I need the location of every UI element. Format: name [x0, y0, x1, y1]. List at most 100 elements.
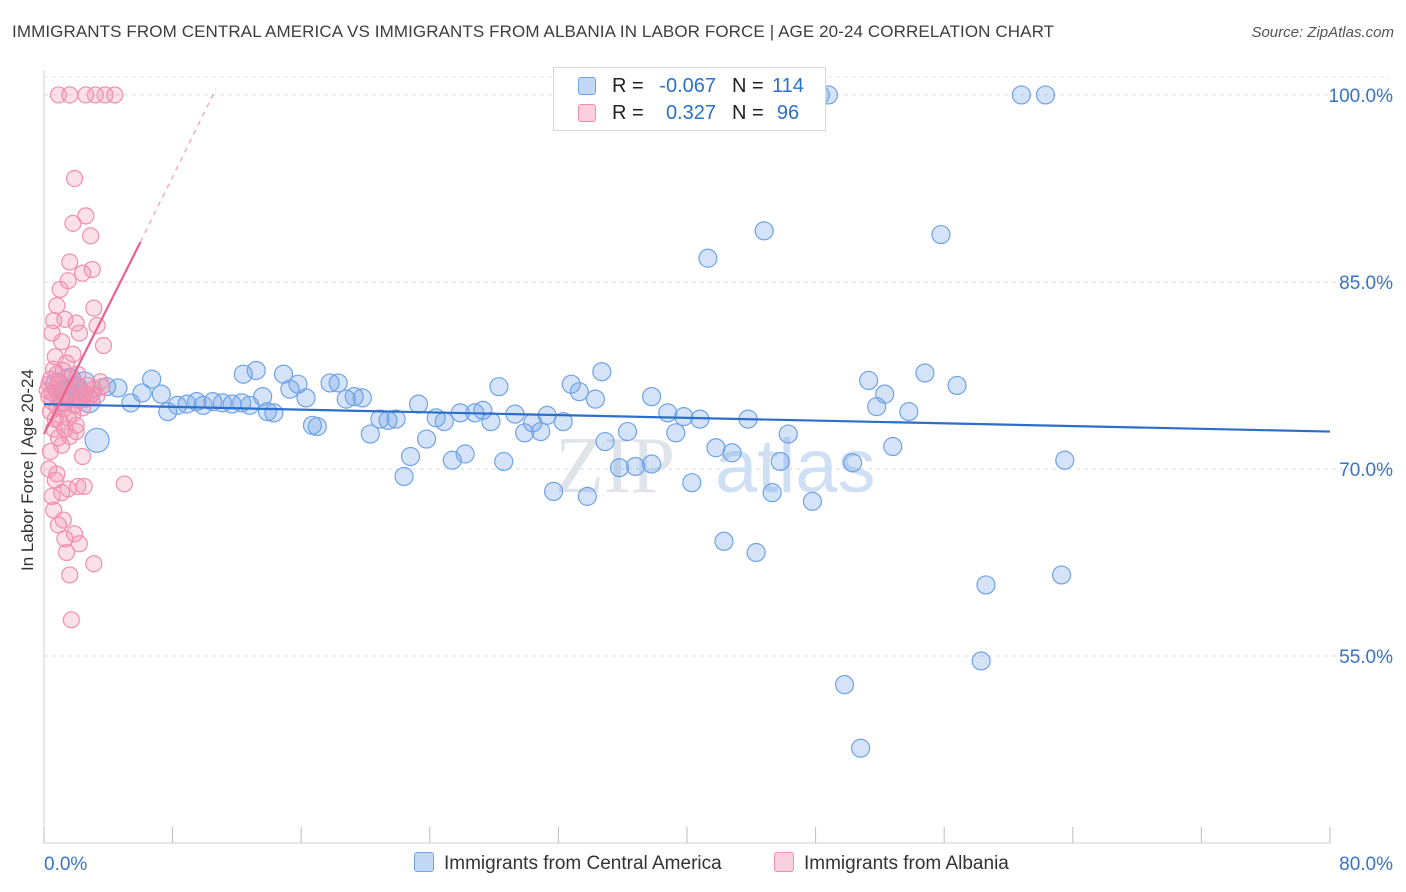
point-albania	[93, 378, 111, 396]
point-central-america	[531, 421, 551, 442]
point-central-america	[976, 575, 996, 595]
series-central-america	[45, 85, 1075, 758]
point-central-america	[108, 378, 128, 398]
point-albania	[75, 477, 93, 496]
point-central-america	[233, 364, 253, 384]
point-albania	[70, 535, 88, 553]
point-albania	[57, 543, 76, 562]
point-central-america	[386, 409, 406, 429]
x-tick-label: 0.0%	[44, 854, 87, 875]
point-albania	[43, 324, 61, 342]
point-albania	[61, 86, 79, 104]
stats-box: R = -0.067 N = 114 R = 0.327 N = 96	[553, 67, 826, 131]
stats-r-value: 0.327	[665, 102, 716, 124]
point-central-america	[746, 542, 766, 563]
point-albania	[64, 214, 82, 232]
point-albania	[73, 447, 92, 466]
point-central-america	[851, 738, 871, 758]
legend-swatch-albania	[774, 852, 794, 872]
point-central-america	[682, 473, 702, 493]
legend-item-central-america[interactable]: Immigrants from Central America	[414, 852, 722, 875]
point-central-america	[658, 403, 678, 423]
point-central-america	[344, 387, 364, 407]
trend-lines	[43, 88, 1331, 435]
point-central-america	[193, 395, 213, 415]
point-central-america	[778, 424, 798, 444]
point-central-america	[553, 411, 573, 432]
point-albania	[64, 345, 82, 363]
tick-labels: 55.0% 70.0% 85.0% 100.0% 0.0% 80.0%	[44, 86, 1393, 875]
point-central-america	[408, 394, 429, 414]
point-central-america	[1055, 450, 1075, 470]
point-albania	[61, 566, 79, 584]
trend-line-central-america	[43, 403, 1331, 433]
axes	[43, 70, 1331, 844]
point-albania	[83, 260, 101, 279]
point-central-america	[592, 362, 612, 382]
point-central-america	[494, 451, 514, 472]
point-central-america	[543, 481, 564, 502]
stats-row-albania: R = 0.327 N = 96	[554, 99, 825, 127]
stats-r-label: R =	[612, 75, 644, 97]
point-central-america	[577, 486, 597, 506]
legend-label-albania: Immigrants from Albania	[804, 853, 1009, 874]
point-central-america	[609, 458, 630, 478]
point-central-america	[706, 438, 726, 458]
point-central-america	[1011, 85, 1031, 105]
point-albania	[88, 316, 106, 335]
point-albania	[65, 169, 84, 188]
point-central-america	[569, 382, 589, 402]
point-central-america	[617, 421, 638, 442]
point-albania	[115, 475, 133, 493]
point-albania	[46, 471, 64, 489]
point-central-america	[561, 374, 581, 394]
legend-item-albania[interactable]: Immigrants from Albania	[774, 852, 1009, 875]
point-central-america	[931, 224, 951, 245]
trend-line-albania	[43, 241, 142, 435]
point-albania	[94, 336, 113, 355]
point-albania	[59, 272, 77, 290]
point-albania	[49, 516, 68, 534]
point-albania	[69, 477, 87, 496]
point-central-america	[666, 423, 686, 443]
point-central-america	[394, 466, 414, 487]
point-central-america	[132, 383, 152, 403]
point-central-america	[770, 451, 790, 472]
point-central-america	[515, 423, 535, 443]
point-albania	[106, 86, 124, 104]
trend-line-albania-extension	[139, 88, 217, 243]
watermark-atlas: atlas	[715, 424, 876, 509]
point-central-america	[84, 427, 110, 453]
point-central-america	[307, 416, 327, 437]
point-albania	[70, 324, 88, 342]
point-central-america	[167, 395, 188, 415]
point-central-america	[642, 454, 662, 474]
point-albania	[67, 416, 85, 434]
stats-n-label: N =	[732, 75, 764, 97]
point-central-america	[151, 384, 171, 404]
point-albania	[86, 86, 105, 104]
point-central-america	[455, 444, 475, 464]
point-central-america	[336, 389, 356, 409]
point-central-america	[915, 363, 935, 383]
point-central-america	[947, 375, 967, 396]
point-central-america	[400, 446, 421, 467]
stats-n-label: N =	[732, 102, 764, 124]
point-central-america	[296, 388, 316, 408]
point-central-america	[722, 443, 742, 463]
stats-swatch-albania	[578, 104, 596, 122]
point-albania	[85, 299, 103, 317]
point-central-america	[714, 531, 734, 551]
point-albania	[54, 511, 72, 529]
point-central-america	[434, 411, 454, 432]
y-tick-label: 55.0%	[1339, 647, 1393, 668]
point-central-america	[203, 392, 223, 412]
point-albania	[77, 86, 95, 104]
x-tick-label: 80.0%	[1339, 854, 1393, 875]
series-albania	[38, 86, 133, 629]
point-central-america	[625, 456, 646, 477]
point-central-america	[473, 400, 493, 420]
point-albania	[77, 207, 95, 225]
point-albania	[73, 264, 92, 282]
point-central-america	[1051, 565, 1072, 585]
